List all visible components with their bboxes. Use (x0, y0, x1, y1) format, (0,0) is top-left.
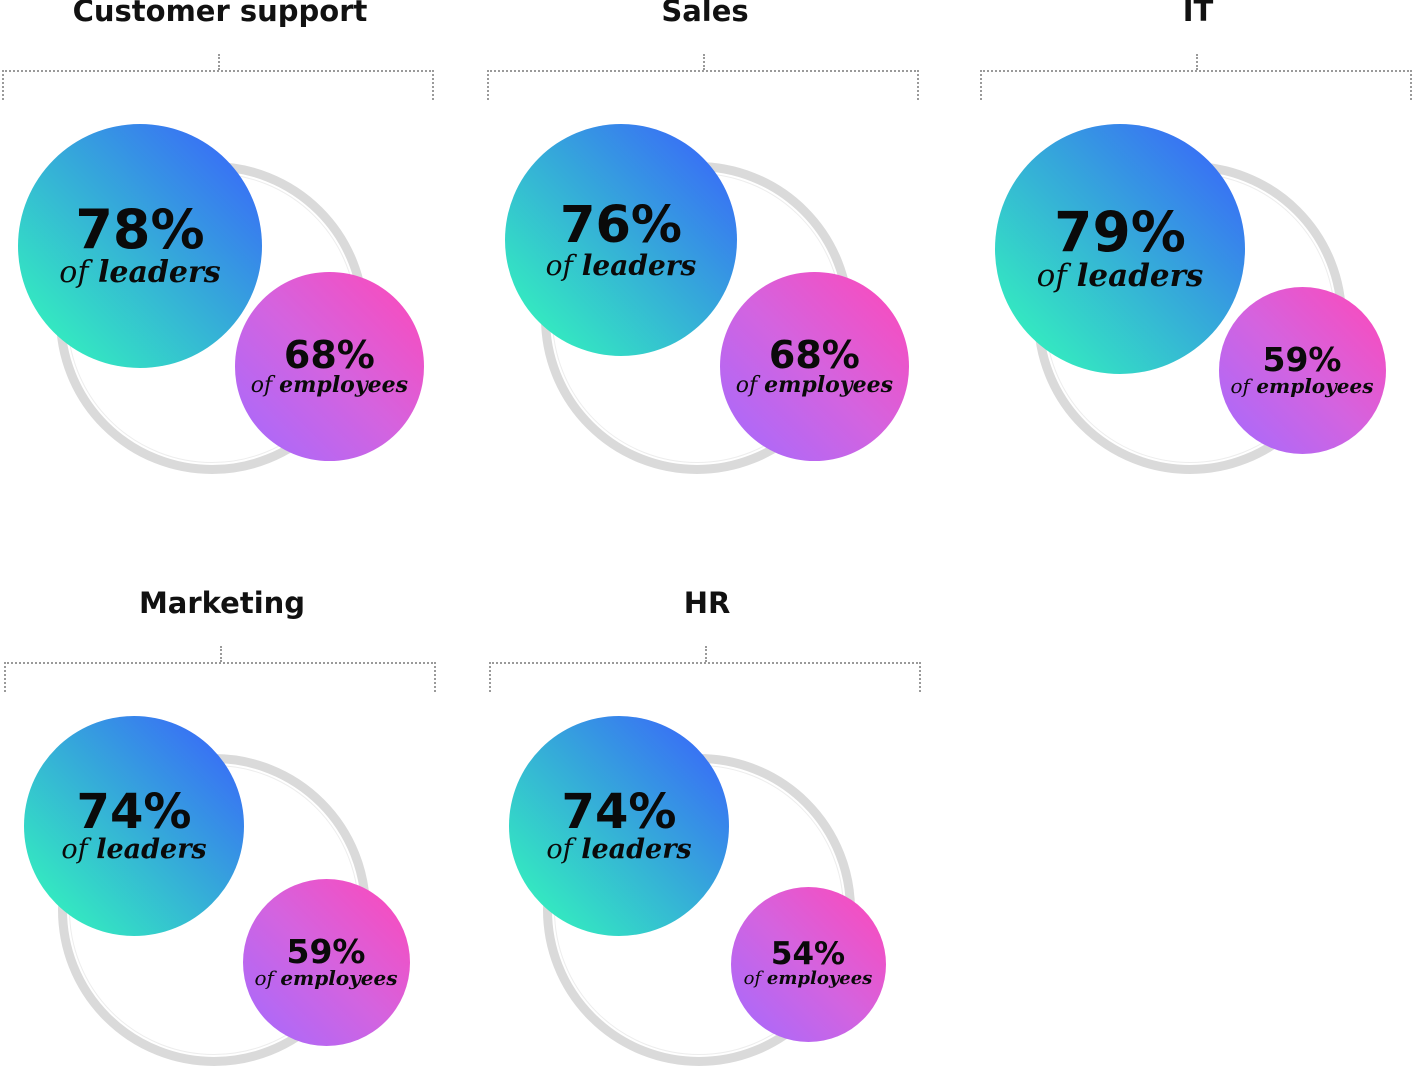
panel-title: Sales (661, 0, 749, 28)
leaders-label-text: leaders (581, 248, 697, 282)
leaders-percent: 79% (1054, 200, 1186, 265)
leaders-label-prefix: of (545, 248, 582, 282)
employees-label-prefix: of (735, 372, 765, 398)
leaders-label-prefix: of (546, 833, 582, 865)
employees-label: of employees (1231, 376, 1374, 397)
leaders-bubble: 76% of leaders (505, 124, 737, 356)
employees-bubble: 68% of employees (720, 272, 909, 461)
leaders-percent: 76% (559, 195, 683, 255)
leaders-label-prefix: of (1036, 258, 1077, 295)
leaders-label: of leaders (546, 833, 692, 865)
leaders-label-text: leaders (96, 833, 207, 865)
panel-bracket-stem (1196, 54, 1198, 70)
panel-title: HR (683, 586, 731, 620)
chart-panel-5: HR 74% of leaders 54% of employees (487, 586, 927, 1092)
employees-percent: 59% (286, 932, 366, 971)
leaders-label-prefix: of (61, 833, 97, 865)
leaders-label: of leaders (59, 257, 220, 289)
leaders-percent: 78% (75, 198, 205, 262)
leaders-percent: 74% (76, 783, 192, 840)
panel-title: IT (1182, 0, 1214, 28)
employees-percent: 68% (768, 332, 860, 377)
leaders-bubble: 74% of leaders (509, 716, 729, 936)
employees-bubble: 54% of employees (730, 886, 886, 1042)
employees-label-prefix: of (250, 372, 280, 398)
leaders-label-prefix: of (59, 255, 98, 291)
chart-panel-1: Customer support 78% of leaders 68% of emplo… (0, 0, 440, 500)
leaders-percent: 74% (561, 783, 677, 840)
employees-label-prefix: of (1230, 374, 1257, 398)
panel-bracket (980, 54, 1412, 100)
panel-bracket (4, 646, 436, 692)
employees-bubble: 68% of employees (235, 272, 424, 461)
employees-label: of employees (250, 371, 409, 398)
employees-bubble: 59% of employees (242, 878, 410, 1046)
leaders-label-text: leaders (1076, 258, 1204, 295)
leaders-bubble: 78% of leaders (18, 124, 262, 368)
employees-label-text: employees (766, 968, 873, 990)
chart-panel-4: Marketing 74% of leaders 59% of employees (2, 586, 442, 1092)
employees-label-text: employees (1256, 374, 1374, 398)
leaders-bubble: 74% of leaders (24, 716, 244, 936)
leaders-bubble: 79% of leaders (995, 124, 1245, 374)
panel-title: Customer support (72, 0, 368, 28)
employees-bubble: 59% of employees (1218, 286, 1386, 454)
panel-bracket (489, 646, 921, 692)
panel-bracket-stem (703, 54, 705, 70)
employees-label-prefix: of (254, 966, 281, 990)
panel-bracket-stem (705, 646, 707, 662)
employees-percent: 59% (1262, 340, 1342, 379)
panel-bracket (2, 54, 434, 100)
employees-label: of employees (735, 371, 894, 398)
employees-label: of employees (743, 968, 873, 990)
panel-bracket-stem (220, 646, 222, 662)
employees-label-text: employees (764, 371, 894, 398)
employees-label-text: employees (279, 371, 409, 398)
employees-label-text: employees (280, 966, 398, 990)
leaders-label: of leaders (61, 833, 207, 865)
panel-title: Marketing (138, 586, 306, 620)
employees-percent: 54% (770, 936, 846, 973)
leaders-label-text: leaders (98, 255, 221, 291)
leaders-label: of leaders (1037, 260, 1204, 293)
panel-bracket-stem (218, 54, 220, 70)
chart-panel-3: IT 79% of leaders 59% of employees (978, 0, 1414, 500)
chart-panel-2: Sales 76% of leaders 68% of employees (485, 0, 925, 500)
employees-label-prefix: of (743, 968, 767, 990)
panel-bracket (487, 54, 919, 100)
leaders-label: of leaders (546, 251, 697, 280)
employees-label: of employees (255, 968, 398, 989)
employees-percent: 68% (283, 332, 375, 377)
leaders-label-text: leaders (581, 833, 692, 865)
